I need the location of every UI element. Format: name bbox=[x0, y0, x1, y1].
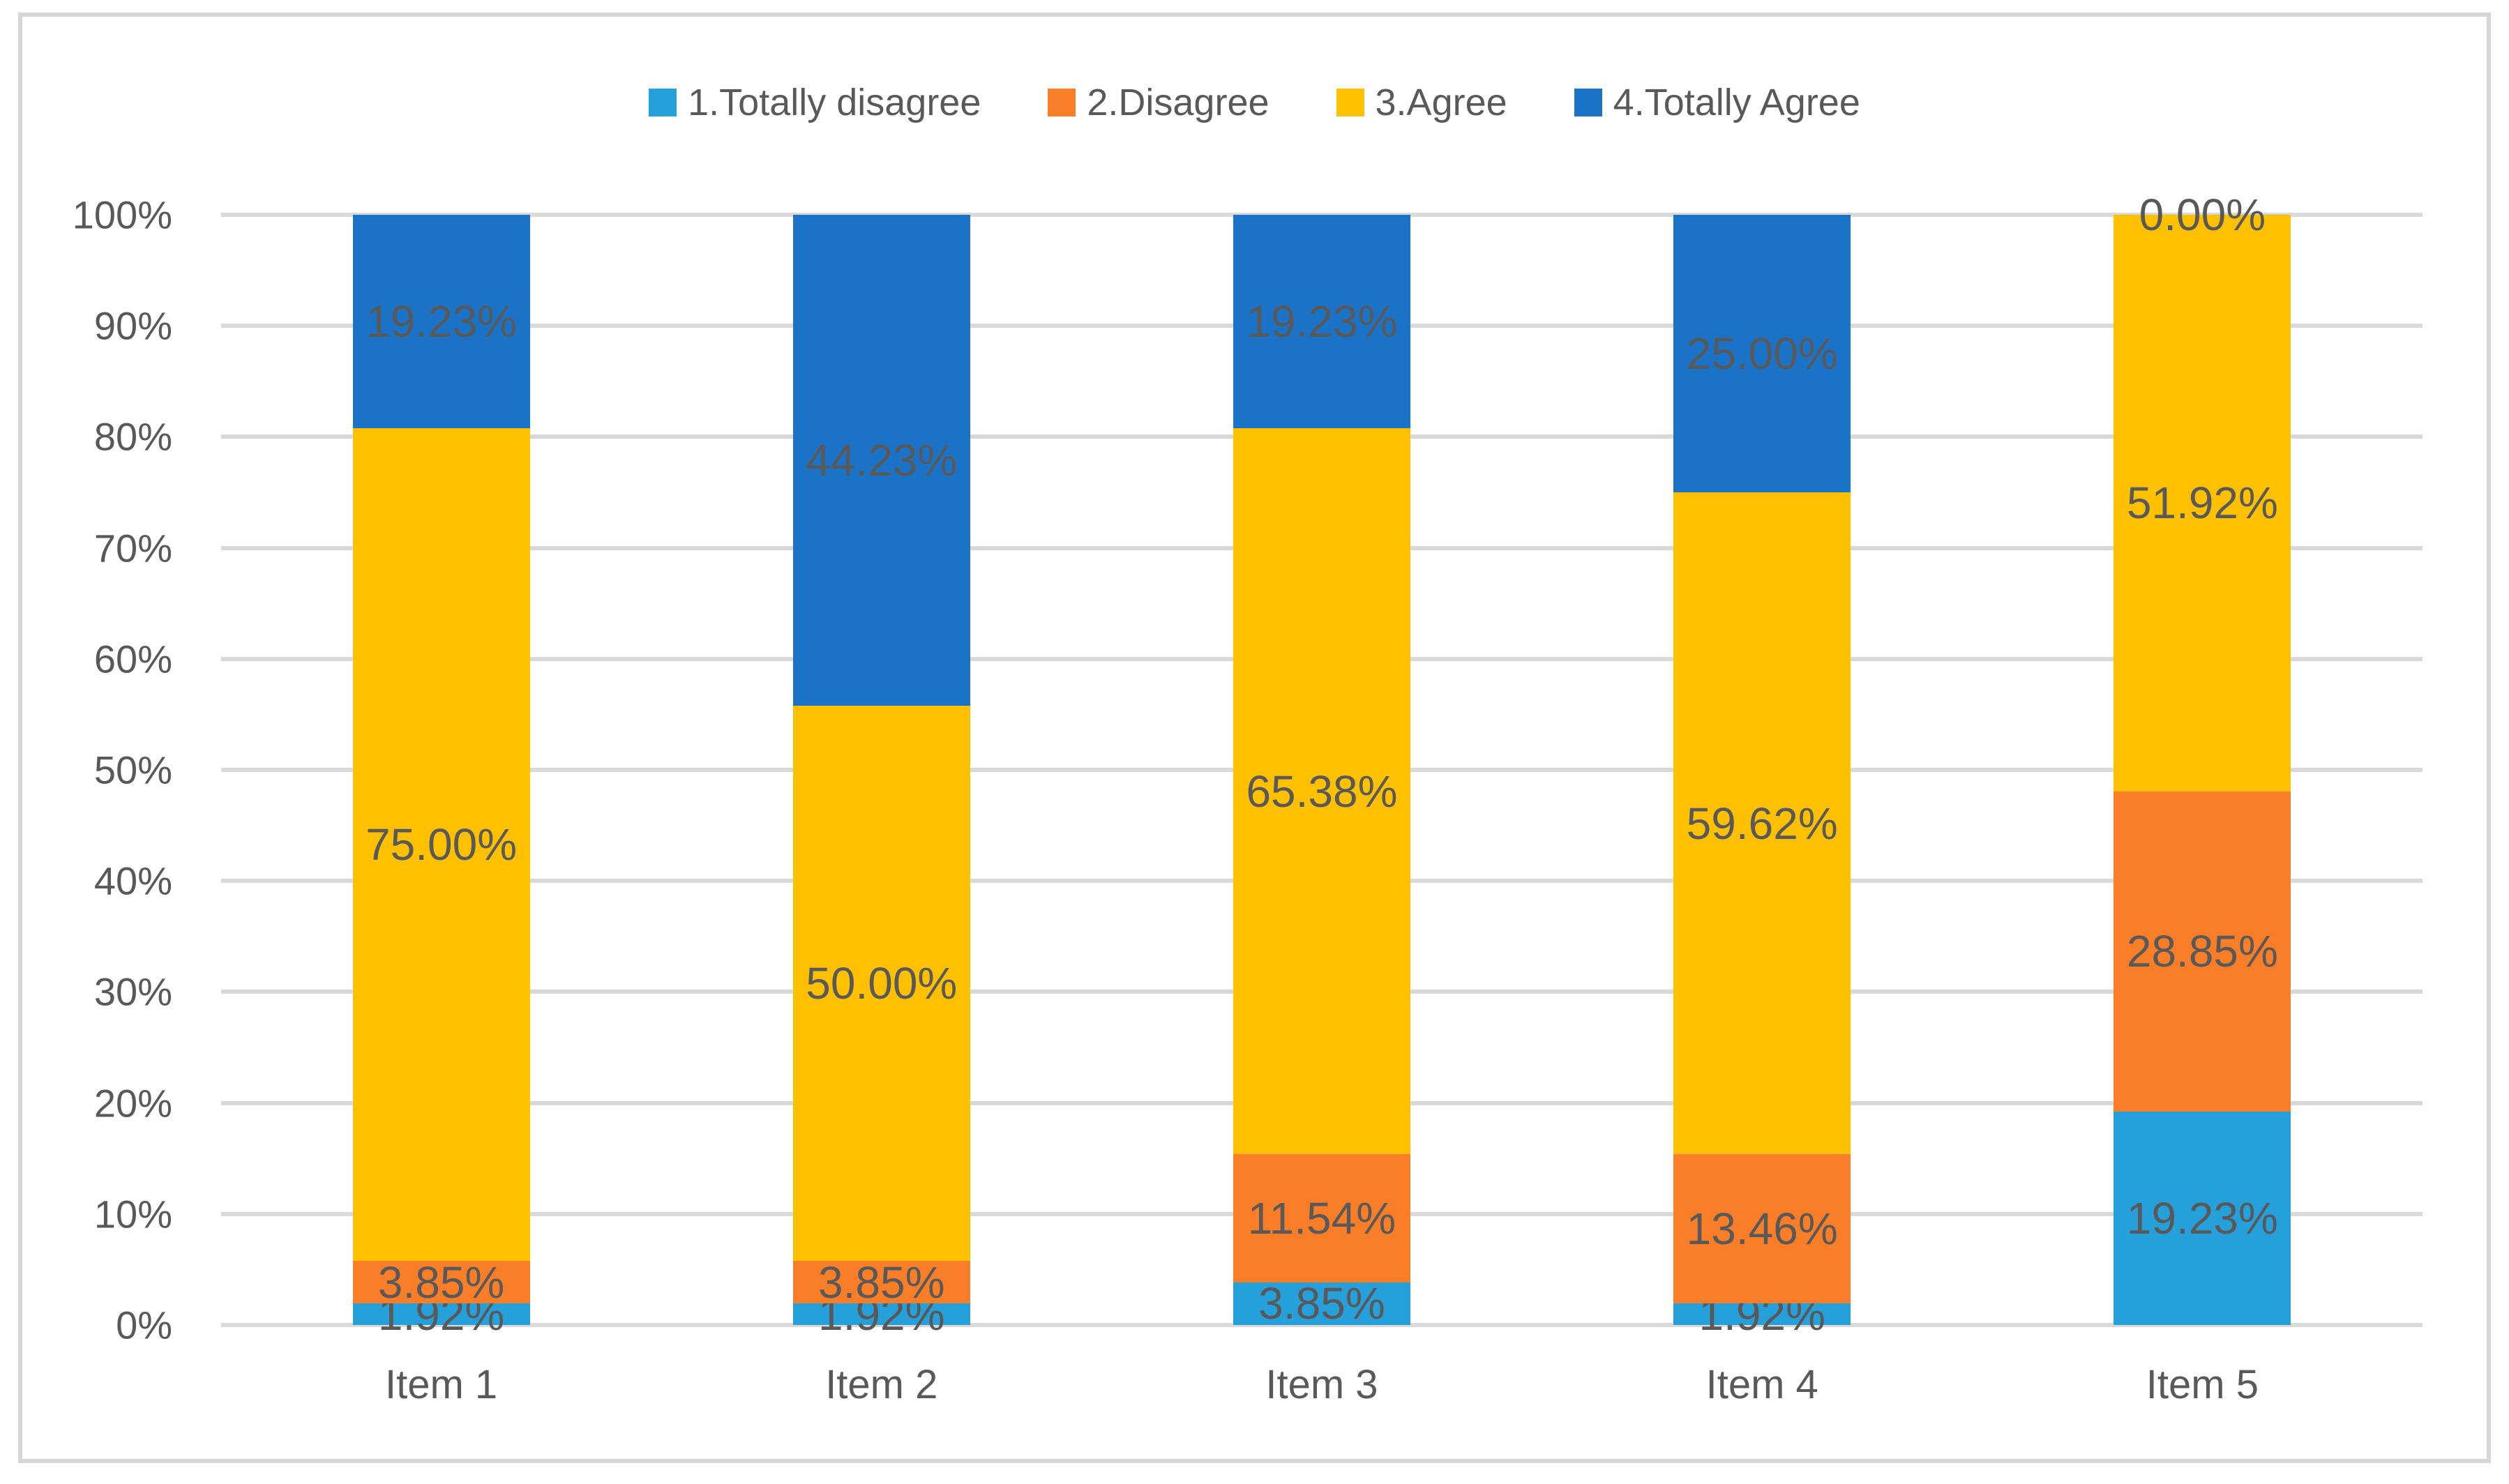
data-label: 3.85% bbox=[818, 1257, 945, 1308]
y-axis: 0% 10% 20% 30% 40% 50% 60% 70% 80% 90% 100% bbox=[0, 193, 172, 1347]
bar-segment: 19.23% bbox=[1233, 215, 1410, 429]
bar-segment: 19.23% bbox=[352, 215, 530, 429]
y-axis-tick-label: 10% bbox=[93, 1192, 172, 1236]
bar-segment: 44.23% bbox=[792, 215, 970, 706]
data-label: 3.85% bbox=[377, 1257, 505, 1308]
legend-item: 3.Agree bbox=[1336, 81, 1507, 124]
y-axis-tick-label: 90% bbox=[93, 303, 172, 348]
data-label: 50.00% bbox=[806, 958, 958, 1009]
category-slot: 19.23% 28.85% 51.92% 0.00% bbox=[1982, 190, 2423, 1325]
y-axis-tick-label: 50% bbox=[93, 748, 172, 792]
y-axis-tick-label: 100% bbox=[72, 192, 172, 237]
data-label: 44.23% bbox=[806, 435, 958, 486]
plot-area: 1.92% 3.85% 75.00% 19.23% 1.92% 3.85% 50.00% 44… bbox=[221, 190, 2423, 1340]
category-label: Item 2 bbox=[825, 1362, 938, 1407]
legend-item: 4.Totally Agree bbox=[1574, 81, 1860, 124]
bar-segment: 50.00% bbox=[792, 706, 970, 1262]
bar-segment: 28.85% bbox=[2114, 791, 2291, 1112]
legend-label: 1.Totally disagree bbox=[688, 82, 981, 123]
legend-swatch-icon bbox=[1336, 89, 1364, 116]
bar-segment: 65.38% bbox=[1233, 428, 1410, 1154]
category-slot: 3.85% 11.54% 65.38% 19.23% bbox=[1101, 215, 1542, 1328]
legend: 1.Totally disagree 2.Disagree 3.Agree 4.Tot… bbox=[0, 81, 2509, 124]
legend-label: 2.Disagree bbox=[1087, 82, 1269, 123]
category-slot: 1.92% 3.85% 50.00% 44.23% bbox=[661, 215, 1101, 1340]
data-label: 11.54% bbox=[1247, 1192, 1396, 1243]
stacked-bar: 1.92% 3.85% 50.00% 44.23% bbox=[792, 215, 970, 1340]
bar-segment: 19.23% bbox=[2114, 1111, 2291, 1325]
bar-segment: 25.00% bbox=[1673, 215, 1851, 492]
category-slot: 1.92% 3.85% 75.00% 19.23% bbox=[221, 215, 661, 1340]
bar-segment: 3.85% bbox=[352, 1257, 530, 1308]
x-axis: Item 1 Item 2 Item 3 Item 4 Item 5 bbox=[221, 1361, 2423, 1424]
data-label: 65.38% bbox=[1246, 766, 1398, 817]
y-axis-tick-label: 80% bbox=[93, 414, 172, 459]
bar-segment: 59.62% bbox=[1673, 492, 1851, 1155]
bar-segment: 75.00% bbox=[352, 428, 530, 1262]
stacked-bar: 19.23% 28.85% 51.92% 0.00% bbox=[2114, 190, 2291, 1325]
category-label: Item 1 bbox=[385, 1362, 498, 1407]
bar-segment: 13.46% bbox=[1673, 1154, 1851, 1304]
bar-segment: 11.54% bbox=[1233, 1154, 1410, 1282]
bar-segment: 1.92% bbox=[792, 1289, 970, 1340]
data-label: 19.23% bbox=[366, 296, 518, 347]
data-label: 28.85% bbox=[2126, 926, 2278, 977]
stacked-bar: 1.92% 3.85% 75.00% 19.23% bbox=[352, 215, 530, 1340]
category-label: Item 4 bbox=[1705, 1362, 1818, 1407]
y-axis-tick-label: 40% bbox=[93, 858, 172, 903]
stacked-bar: 1.92% 13.46% 59.62% 25.00% bbox=[1673, 215, 1851, 1340]
bar-segment: 3.85% bbox=[1233, 1278, 1410, 1328]
legend-item: 2.Disagree bbox=[1048, 81, 1269, 124]
data-label: 3.85% bbox=[1258, 1278, 1385, 1329]
bar-segment: 1.92% bbox=[1673, 1289, 1851, 1340]
bar-segment: 3.85% bbox=[792, 1257, 970, 1308]
legend-swatch-icon bbox=[1048, 89, 1076, 116]
data-label: 13.46% bbox=[1686, 1204, 1838, 1255]
gridline bbox=[221, 1323, 2423, 1327]
data-label: 19.23% bbox=[1246, 296, 1398, 347]
bar-segment: 1.92% bbox=[352, 1289, 530, 1340]
data-label: 75.00% bbox=[366, 819, 518, 870]
y-axis-tick-label: 70% bbox=[93, 526, 172, 570]
legend-item: 1.Totally disagree bbox=[649, 81, 981, 124]
legend-label: 4.Totally Agree bbox=[1613, 82, 1860, 123]
legend-swatch-icon bbox=[649, 89, 677, 116]
bar-segment: 51.92% bbox=[2114, 215, 2291, 792]
category-slot: 1.92% 13.46% 59.62% 25.00% bbox=[1542, 215, 1982, 1340]
y-axis-tick-label: 0% bbox=[116, 1303, 172, 1347]
data-label: 51.92% bbox=[2126, 478, 2278, 529]
data-label: 25.00% bbox=[1686, 328, 1838, 379]
stacked-bar: 3.85% 11.54% 65.38% 19.23% bbox=[1233, 215, 1410, 1328]
category-label: Item 3 bbox=[1265, 1362, 1378, 1407]
y-axis-tick-label: 20% bbox=[93, 1081, 172, 1126]
category-label: Item 5 bbox=[2146, 1362, 2259, 1407]
gridline bbox=[221, 213, 2423, 217]
legend-label: 3.Agree bbox=[1375, 82, 1507, 123]
legend-swatch-icon bbox=[1574, 89, 1602, 116]
data-label: 19.23% bbox=[2126, 1192, 2278, 1243]
y-axis-tick-label: 30% bbox=[93, 969, 172, 1014]
y-axis-tick-label: 60% bbox=[93, 637, 172, 681]
data-label: 59.62% bbox=[1686, 798, 1838, 849]
